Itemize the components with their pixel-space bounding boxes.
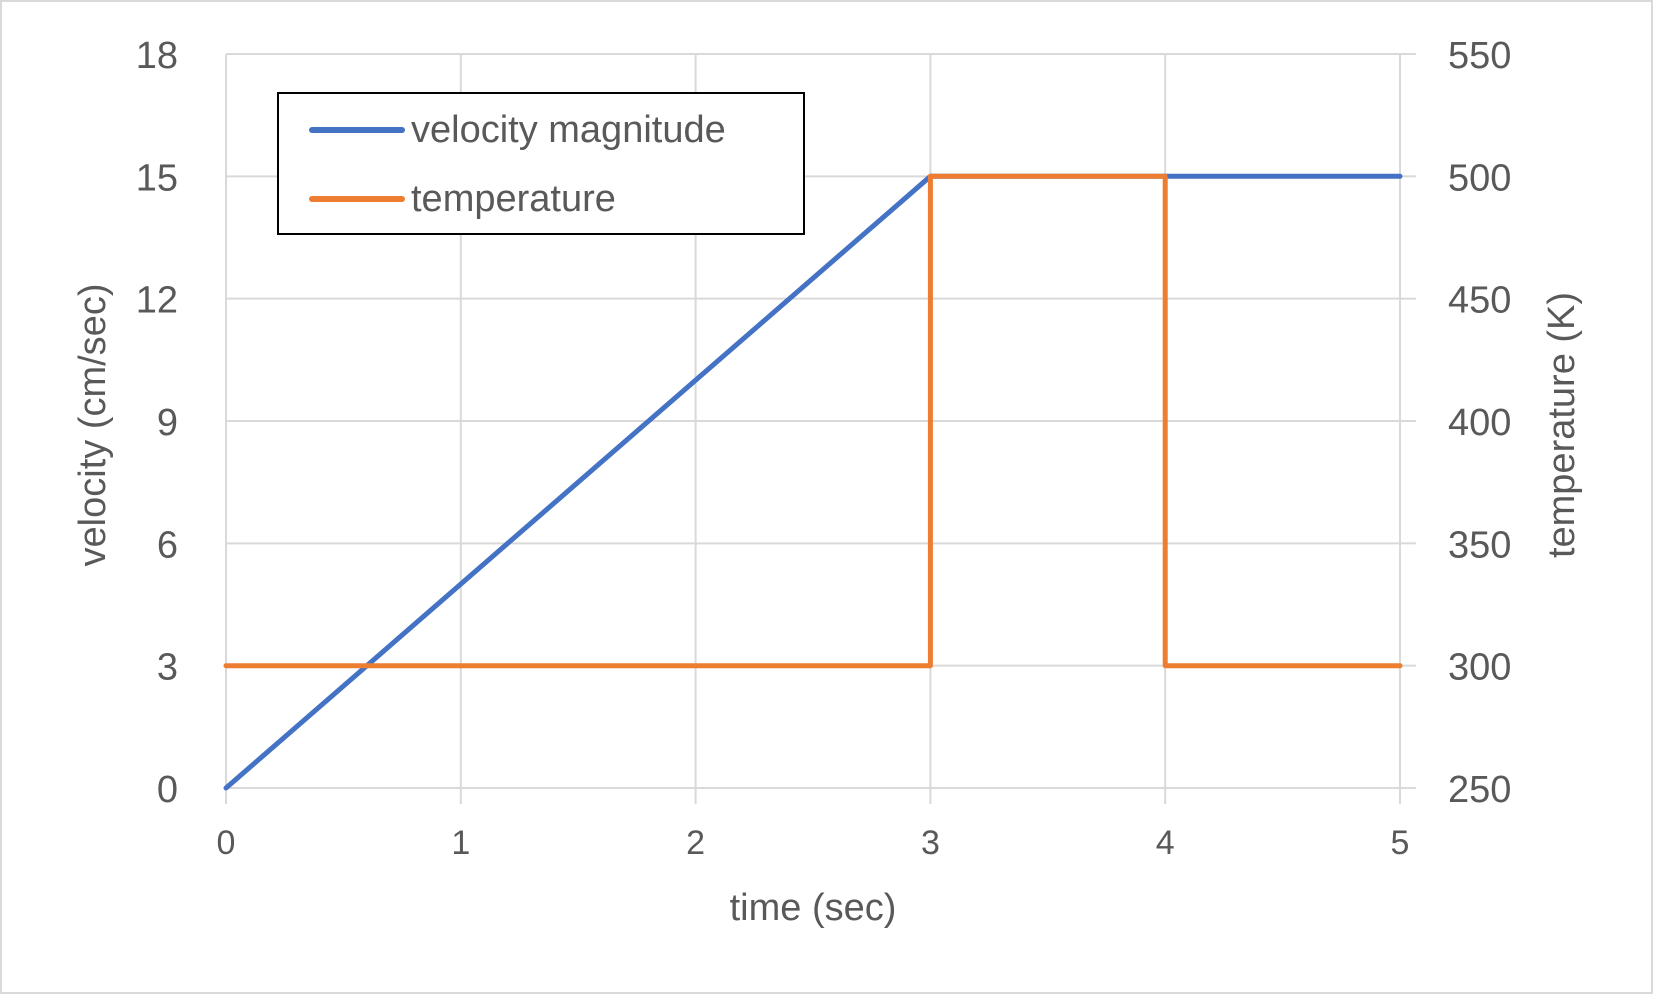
x-tick-label-5: 5 bbox=[1391, 824, 1410, 862]
x-tick-label-3: 3 bbox=[921, 824, 940, 862]
x-tick-label-4: 4 bbox=[1156, 824, 1175, 862]
y-tick-label-15: 15 bbox=[136, 157, 178, 199]
y-tick-label-18: 18 bbox=[136, 35, 178, 77]
y2-tick-label-400: 400 bbox=[1448, 402, 1511, 444]
y2-tick-label-500: 500 bbox=[1448, 157, 1511, 199]
legend-label-velocity: velocity magnitude bbox=[411, 109, 726, 151]
y-tick-label-9: 9 bbox=[157, 402, 178, 444]
y-tick-label-12: 12 bbox=[136, 280, 178, 322]
legend-box bbox=[277, 92, 805, 235]
y2-tick-label-300: 300 bbox=[1448, 647, 1511, 689]
legend: velocity magnitude temperature bbox=[277, 92, 805, 235]
y2-tick-label-550: 550 bbox=[1448, 35, 1511, 77]
y2-tick-label-350: 350 bbox=[1448, 524, 1511, 566]
y-tick-label-0: 0 bbox=[157, 769, 178, 811]
y-axis-title: velocity (cm/sec) bbox=[72, 284, 114, 567]
y-tick-label-3: 3 bbox=[157, 647, 178, 689]
x-tick-label-2: 2 bbox=[686, 824, 705, 862]
y2-tick-label-250: 250 bbox=[1448, 769, 1511, 811]
y2-tick-label-450: 450 bbox=[1448, 280, 1511, 322]
series bbox=[223, 173, 1403, 791]
y2-axis-title: temperature (K) bbox=[1541, 292, 1583, 558]
series-line-temperature bbox=[223, 173, 1403, 669]
legend-label-temperature: temperature bbox=[411, 178, 616, 220]
x-tick-label-0: 0 bbox=[217, 824, 236, 862]
x-tick-label-1: 1 bbox=[451, 824, 470, 862]
x-axis-title: time (sec) bbox=[730, 887, 897, 929]
y-tick-label-6: 6 bbox=[157, 524, 178, 566]
